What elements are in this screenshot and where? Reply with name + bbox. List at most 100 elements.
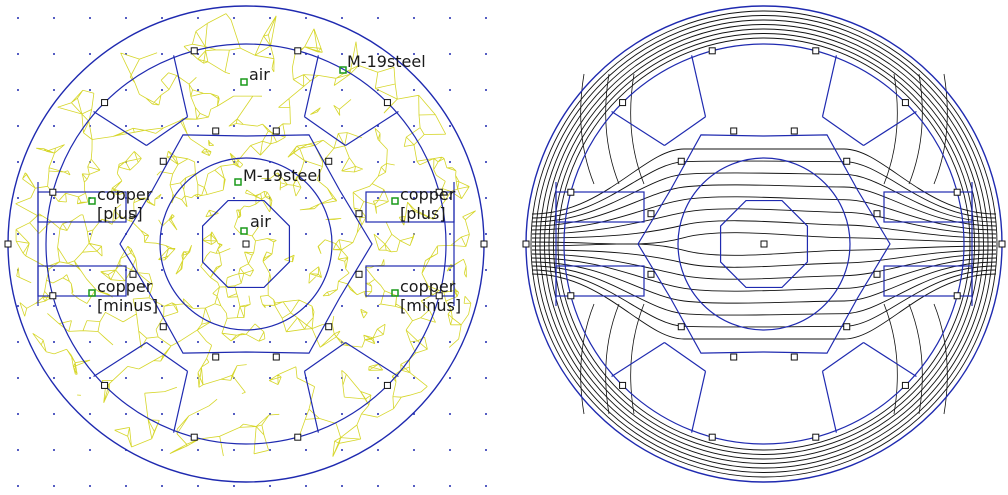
grid-dot (377, 341, 379, 343)
grid-dot (269, 53, 271, 55)
grid-dot (53, 161, 55, 163)
stator-tooth-edge (93, 341, 147, 378)
geometry-node (242, 240, 250, 248)
grid-dot (341, 485, 343, 487)
grid-dot (377, 53, 379, 55)
grid-dot (305, 413, 307, 415)
grid-dot (233, 233, 235, 235)
geometry-node (953, 292, 961, 300)
grid-dot (485, 125, 487, 127)
grid-dot (89, 449, 91, 451)
grid-dot (377, 161, 379, 163)
geometry-node (647, 270, 655, 278)
geometry-node (619, 381, 627, 389)
flux-contour-lines (530, 10, 998, 478)
triangular-mesh (15, 13, 476, 457)
geometry-node (760, 240, 768, 248)
grid-dot (449, 233, 451, 235)
grid-dot (233, 89, 235, 91)
stator-tooth-edge (863, 341, 917, 378)
grid-dot (413, 377, 415, 379)
grid-dot (17, 161, 19, 163)
flux-line-pole (531, 172, 997, 223)
grid-dot (125, 17, 127, 19)
grid-dot (377, 233, 379, 235)
grid-dot (17, 341, 19, 343)
geometry-node (730, 127, 738, 135)
grid-dot (377, 485, 379, 487)
grid-dot (377, 197, 379, 199)
geometry-node (790, 127, 798, 135)
label-steel-rotor: M-19steel (243, 166, 322, 185)
grid-dot (413, 53, 415, 55)
flux-line-pole (531, 249, 997, 268)
stator-tooth-edge (691, 55, 707, 117)
grid-dot (53, 53, 55, 55)
grid-dot (485, 161, 487, 163)
grid-dot (341, 125, 343, 127)
grid-dot (17, 89, 19, 91)
grid-dot (161, 233, 163, 235)
mesh-view-panel: air M-19steel M-19steel air copper [plus… (0, 0, 500, 491)
grid-dot (305, 17, 307, 19)
grid-dot (125, 341, 127, 343)
grid-dot (233, 413, 235, 415)
grid-dot (161, 197, 163, 199)
material-marker-copper-right-plus (391, 197, 399, 205)
grid-dot (305, 89, 307, 91)
geometry-node (790, 353, 798, 361)
geometry-node (355, 270, 363, 278)
grid-dot (449, 413, 451, 415)
grid-dot (161, 89, 163, 91)
grid-dot (161, 485, 163, 487)
grid-dot (485, 377, 487, 379)
stator-tooth-tip (146, 116, 188, 147)
geometry-node (383, 381, 391, 389)
mesh-edges (15, 13, 476, 457)
flux-line-pole (531, 196, 997, 231)
grid-dot (449, 53, 451, 55)
grid-dot (197, 305, 199, 307)
flux-line-pole (531, 208, 997, 235)
geometry-node (567, 188, 575, 196)
grid-dot (233, 197, 235, 199)
flux-line-pole (531, 265, 997, 316)
grid-dot (89, 17, 91, 19)
grid-dot (449, 305, 451, 307)
grid-dot (197, 17, 199, 19)
grid-dot (485, 233, 487, 235)
stator-tooth-edge (821, 55, 837, 117)
grid-dot (485, 485, 487, 487)
grid-dot (197, 269, 199, 271)
grid-dot (449, 341, 451, 343)
grid-dot (485, 341, 487, 343)
geometry-node (901, 381, 909, 389)
grid-dot (341, 269, 343, 271)
geometry-node (4, 240, 12, 248)
geometry-node (272, 353, 280, 361)
stator-tooth-edge (93, 110, 147, 147)
geometry-node (843, 323, 851, 331)
geometry-node (480, 240, 488, 248)
geometry-node (708, 433, 716, 441)
grid-dot (53, 125, 55, 127)
grid-dot (341, 89, 343, 91)
grid-dot (449, 485, 451, 487)
grid-dot (341, 53, 343, 55)
grid-dot (413, 17, 415, 19)
stator-tooth-edge (345, 341, 399, 378)
grid-dot (449, 89, 451, 91)
flux-line-yoke (553, 33, 975, 455)
geometry-node (953, 188, 961, 196)
stator-tooth-edge (611, 341, 665, 378)
flux-line-yoke (544, 24, 984, 464)
grid-dot (53, 269, 55, 271)
grid-dot (485, 89, 487, 91)
geometry-node (873, 210, 881, 218)
grid-dot (197, 125, 199, 127)
geometry-node (567, 292, 575, 300)
label-copper-left-plus-phase: [plus] (97, 204, 143, 223)
grid-dot (485, 197, 487, 199)
grid-dot (233, 53, 235, 55)
grid-dot (413, 269, 415, 271)
